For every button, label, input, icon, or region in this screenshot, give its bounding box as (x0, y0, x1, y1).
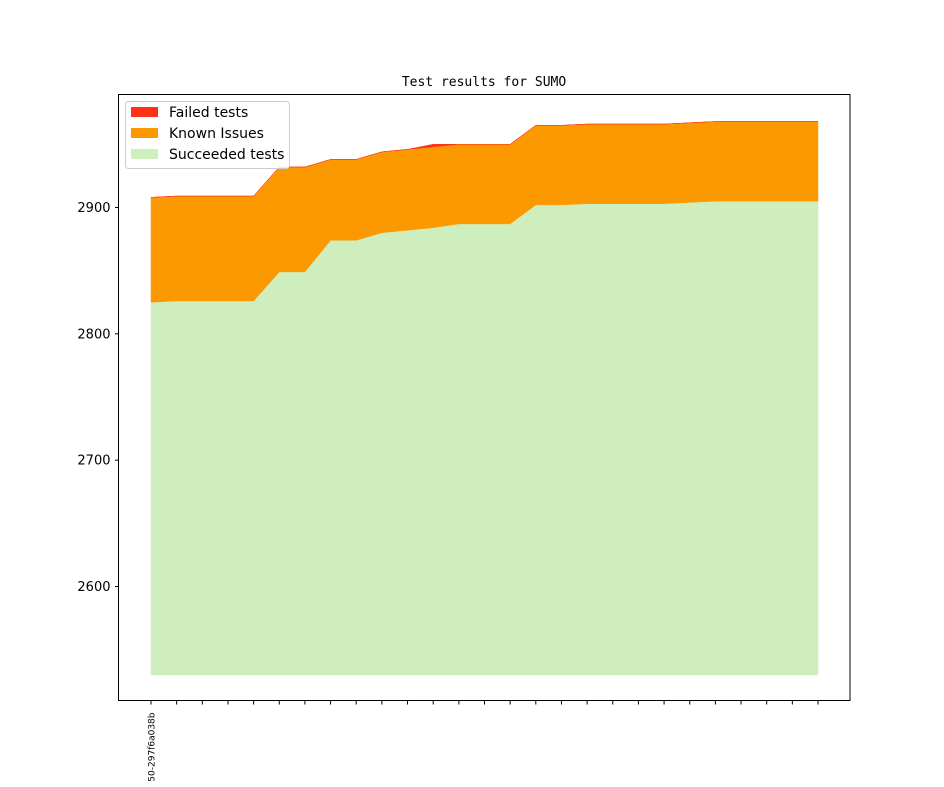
legend: Failed tests Known Issues Succeeded tests (125, 101, 290, 169)
y-tick-label: 2900 (77, 201, 110, 216)
legend-label: Failed tests (169, 105, 248, 121)
y-tick-label: 2800 (77, 327, 110, 342)
y-tick-label: 2700 (77, 454, 110, 469)
y-tick-label: 2600 (77, 580, 110, 595)
area-failed-tests (150, 121, 818, 198)
legend-label: Succeeded tests (169, 147, 284, 163)
legend-swatch (131, 128, 158, 138)
legend-swatch (131, 107, 158, 117)
x-axis: 50-297f6a038b (148, 700, 819, 782)
y-axis: 2600 2700 2800 2900 (77, 201, 119, 595)
chart-title: Test results for SUMO (402, 75, 567, 90)
legend-swatch (131, 149, 158, 159)
legend-box (125, 101, 290, 169)
plot-areas (150, 121, 819, 676)
legend-label: Known Issues (169, 126, 264, 142)
x-tick-label: 50-297f6a038b (148, 712, 158, 781)
